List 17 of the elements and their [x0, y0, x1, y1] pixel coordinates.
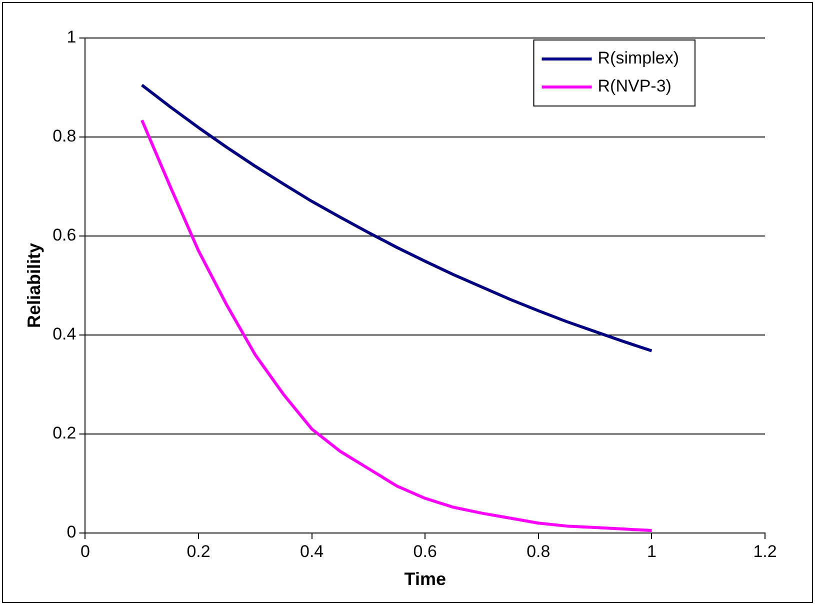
legend-label: R(NVP-3) — [598, 76, 672, 96]
y-axis-title: Reliability — [24, 242, 44, 328]
x-axis-title: Time — [404, 569, 446, 590]
y-tick-label: 0.4 — [52, 324, 76, 344]
y-tick-label: 0.2 — [52, 424, 76, 443]
legend-label: R(simplex) — [598, 48, 680, 68]
x-tick-label: 1.2 — [753, 542, 777, 561]
y-tick-label: 0.6 — [52, 226, 76, 245]
y-tick-label: 0 — [66, 522, 76, 542]
x-tick-label: 0.4 — [300, 542, 324, 561]
x-tick-label: 0 — [80, 542, 90, 561]
y-tick-label: 1 — [66, 28, 76, 47]
y-tick-label: 0.8 — [52, 126, 76, 146]
x-tick-label: 0.2 — [186, 542, 210, 561]
x-tick-label: 0.6 — [413, 542, 437, 561]
x-tick-label: 0.8 — [526, 542, 550, 561]
x-tick-label: 1 — [646, 542, 656, 561]
